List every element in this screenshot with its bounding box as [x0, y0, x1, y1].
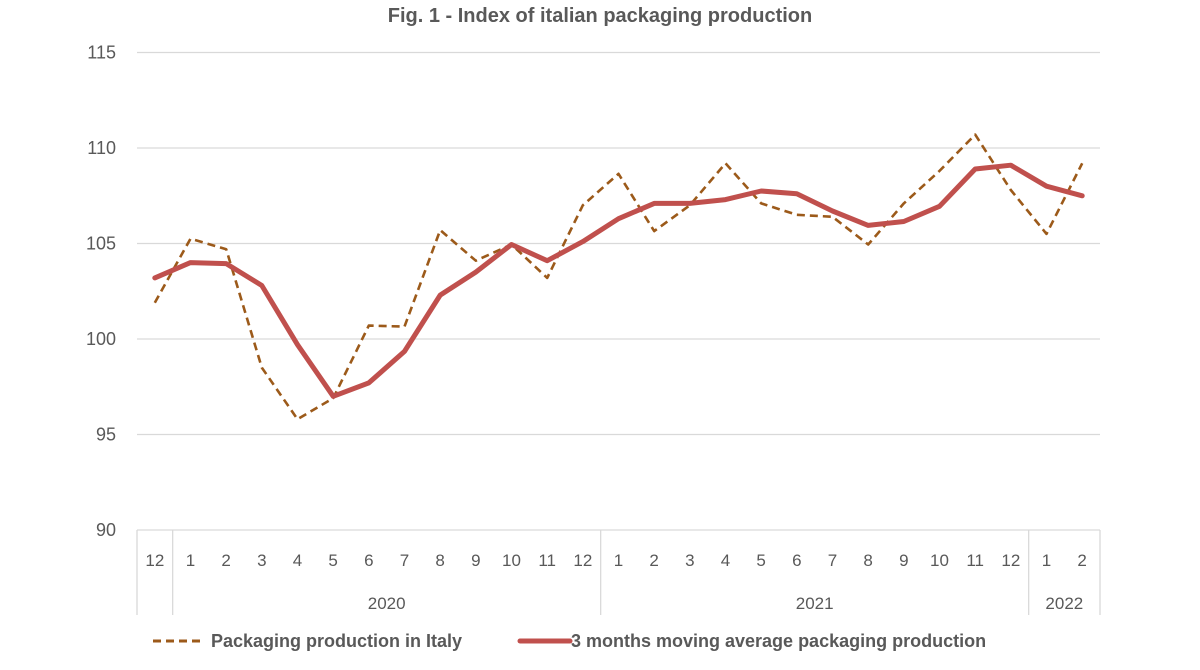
x-tick-label: 9 — [899, 551, 908, 570]
y-tick-label: 90 — [96, 520, 116, 540]
series-line-production — [153, 133, 1084, 421]
x-tick-label: 12 — [145, 551, 164, 570]
x-tick-label: 2 — [649, 551, 658, 570]
x-tick-label: 7 — [400, 551, 409, 570]
x-tick-label: 10 — [930, 551, 949, 570]
chart-title: Fig. 1 - Index of italian packaging prod… — [388, 5, 812, 27]
y-axis-ticks: 90 95 100 105 110 115 — [86, 43, 116, 541]
x-tick-label: 12 — [573, 551, 592, 570]
x-tick-label: 1 — [1042, 551, 1051, 570]
x-tick-label: 5 — [328, 551, 337, 570]
x-group-label: 2022 — [1045, 594, 1083, 613]
x-tick-label: 6 — [792, 551, 801, 570]
x-tick-label: 7 — [828, 551, 837, 570]
x-group-label: 2021 — [796, 594, 834, 613]
x-tick-label: 2 — [1077, 551, 1086, 570]
x-tick-label: 8 — [435, 551, 444, 570]
x-tick-label: 5 — [756, 551, 765, 570]
x-tick-label: 6 — [364, 551, 373, 570]
legend-item-production[interactable]: Packaging production in Italy — [153, 631, 462, 651]
gridlines — [137, 51, 1100, 436]
legend: Packaging production in Italy 3 months m… — [153, 631, 986, 651]
x-tick-label: 4 — [293, 551, 302, 570]
y-tick-label: 110 — [87, 138, 116, 158]
y-tick-label: 105 — [86, 234, 116, 254]
x-tick-label: 10 — [502, 551, 521, 570]
y-tick-label: 115 — [87, 43, 116, 63]
legend-item-moving-average[interactable]: 3 months moving average packaging produc… — [517, 631, 986, 651]
series-line-moving-average — [152, 162, 1085, 399]
x-tick-label: 1 — [614, 551, 623, 570]
x-tick-label: 2 — [221, 551, 230, 570]
x-tick-label: 3 — [257, 551, 266, 570]
y-tick-label: 95 — [96, 425, 116, 445]
series-group — [152, 133, 1085, 421]
x-tick-label: 9 — [471, 551, 480, 570]
y-tick-label: 100 — [86, 329, 116, 349]
x-tick-label: 11 — [966, 551, 984, 570]
x-tick-label: 8 — [863, 551, 872, 570]
x-group-label: 2020 — [368, 594, 406, 613]
x-tick-label: 1 — [186, 551, 195, 570]
x-tick-label: 4 — [721, 551, 730, 570]
legend-label-production: Packaging production in Italy — [211, 631, 462, 651]
x-tick-label: 3 — [685, 551, 694, 570]
x-tick-label: 12 — [1001, 551, 1020, 570]
x-tick-label: 11 — [538, 551, 556, 570]
legend-label-moving-average: 3 months moving average packaging produc… — [571, 631, 986, 651]
